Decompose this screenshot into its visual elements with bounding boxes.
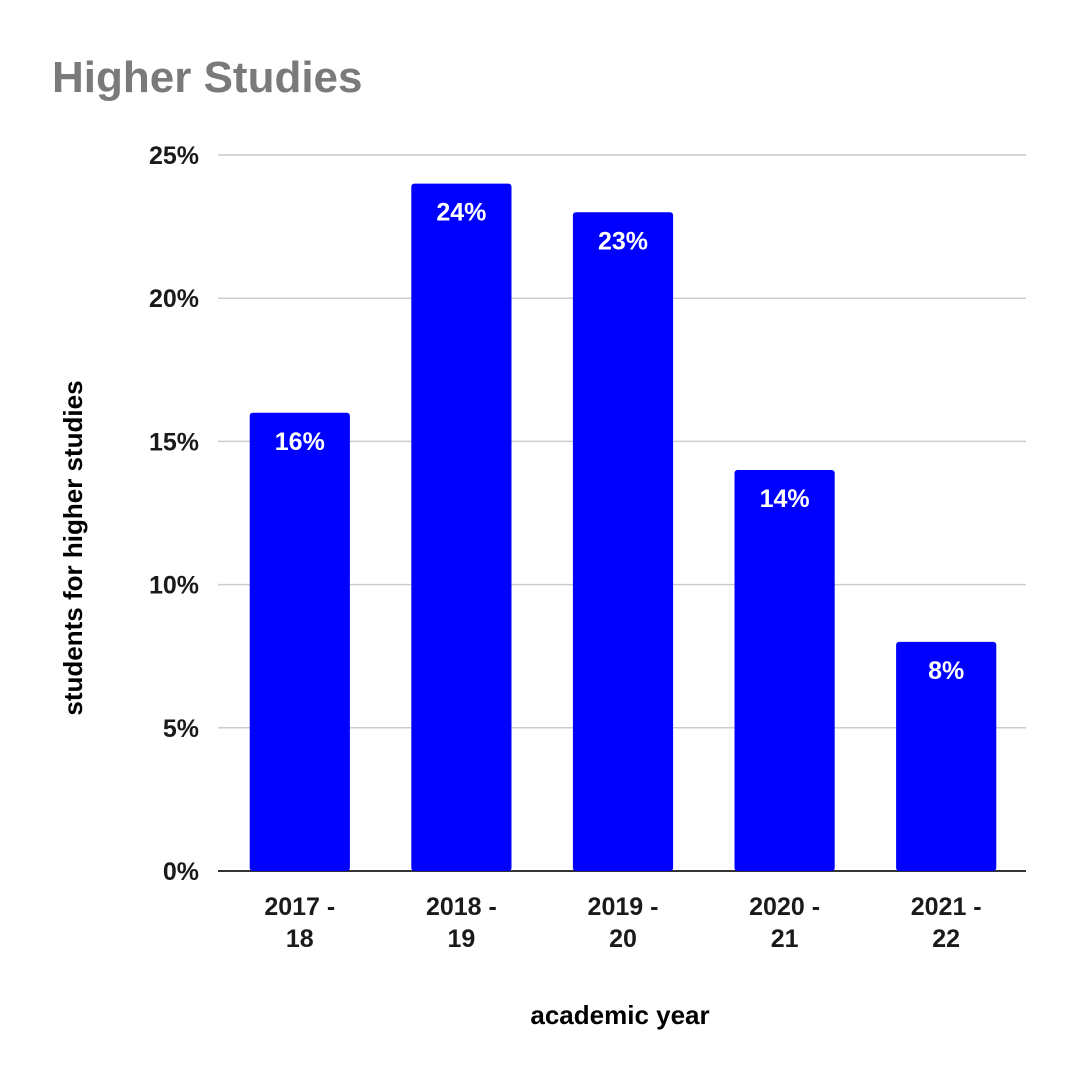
x-tick-label: 2019 - <box>588 893 659 921</box>
data-label: 16% <box>275 428 325 456</box>
bar <box>896 641 997 871</box>
data-label: 8% <box>928 657 964 685</box>
y-tick-label: 15% <box>149 428 199 456</box>
bar <box>734 470 835 871</box>
y-tick-label: 20% <box>149 285 199 313</box>
x-tick-label: 2018 - <box>426 893 497 921</box>
x-tick-label: 21 <box>771 925 799 953</box>
y-tick-label: 25% <box>149 142 199 170</box>
data-labels: 16% 24% 23% 14% 8% <box>275 199 964 685</box>
bar <box>411 183 512 871</box>
x-tick-label: 2021 - <box>911 893 982 921</box>
x-axis-title: academic year <box>530 1000 709 1030</box>
y-axis-title: students for higher studies <box>58 380 88 715</box>
data-label: 24% <box>436 199 486 227</box>
x-tick-label: 18 <box>286 925 314 953</box>
y-tick-label: 0% <box>163 858 199 886</box>
y-tick-label: 10% <box>149 572 199 600</box>
y-axis-ticks: 0% 5% 10% 15% 20% 25% <box>149 142 199 886</box>
bar <box>249 412 350 871</box>
x-axis-ticks: 2017 - 18 2018 - 19 2019 - 20 2020 - 21 2021 - 22 <box>264 893 981 953</box>
bars <box>249 183 997 871</box>
x-tick-label: 2020 - <box>749 893 820 921</box>
x-tick-label: 19 <box>447 925 475 953</box>
data-label: 14% <box>760 485 810 513</box>
data-label: 23% <box>598 227 648 255</box>
bar <box>572 212 674 871</box>
chart-title: Higher Studies <box>52 53 363 102</box>
x-tick-label: 20 <box>609 925 637 953</box>
y-tick-label: 5% <box>163 715 199 743</box>
x-tick-label: 22 <box>932 925 960 953</box>
x-tick-label: 2017 - <box>264 893 335 921</box>
